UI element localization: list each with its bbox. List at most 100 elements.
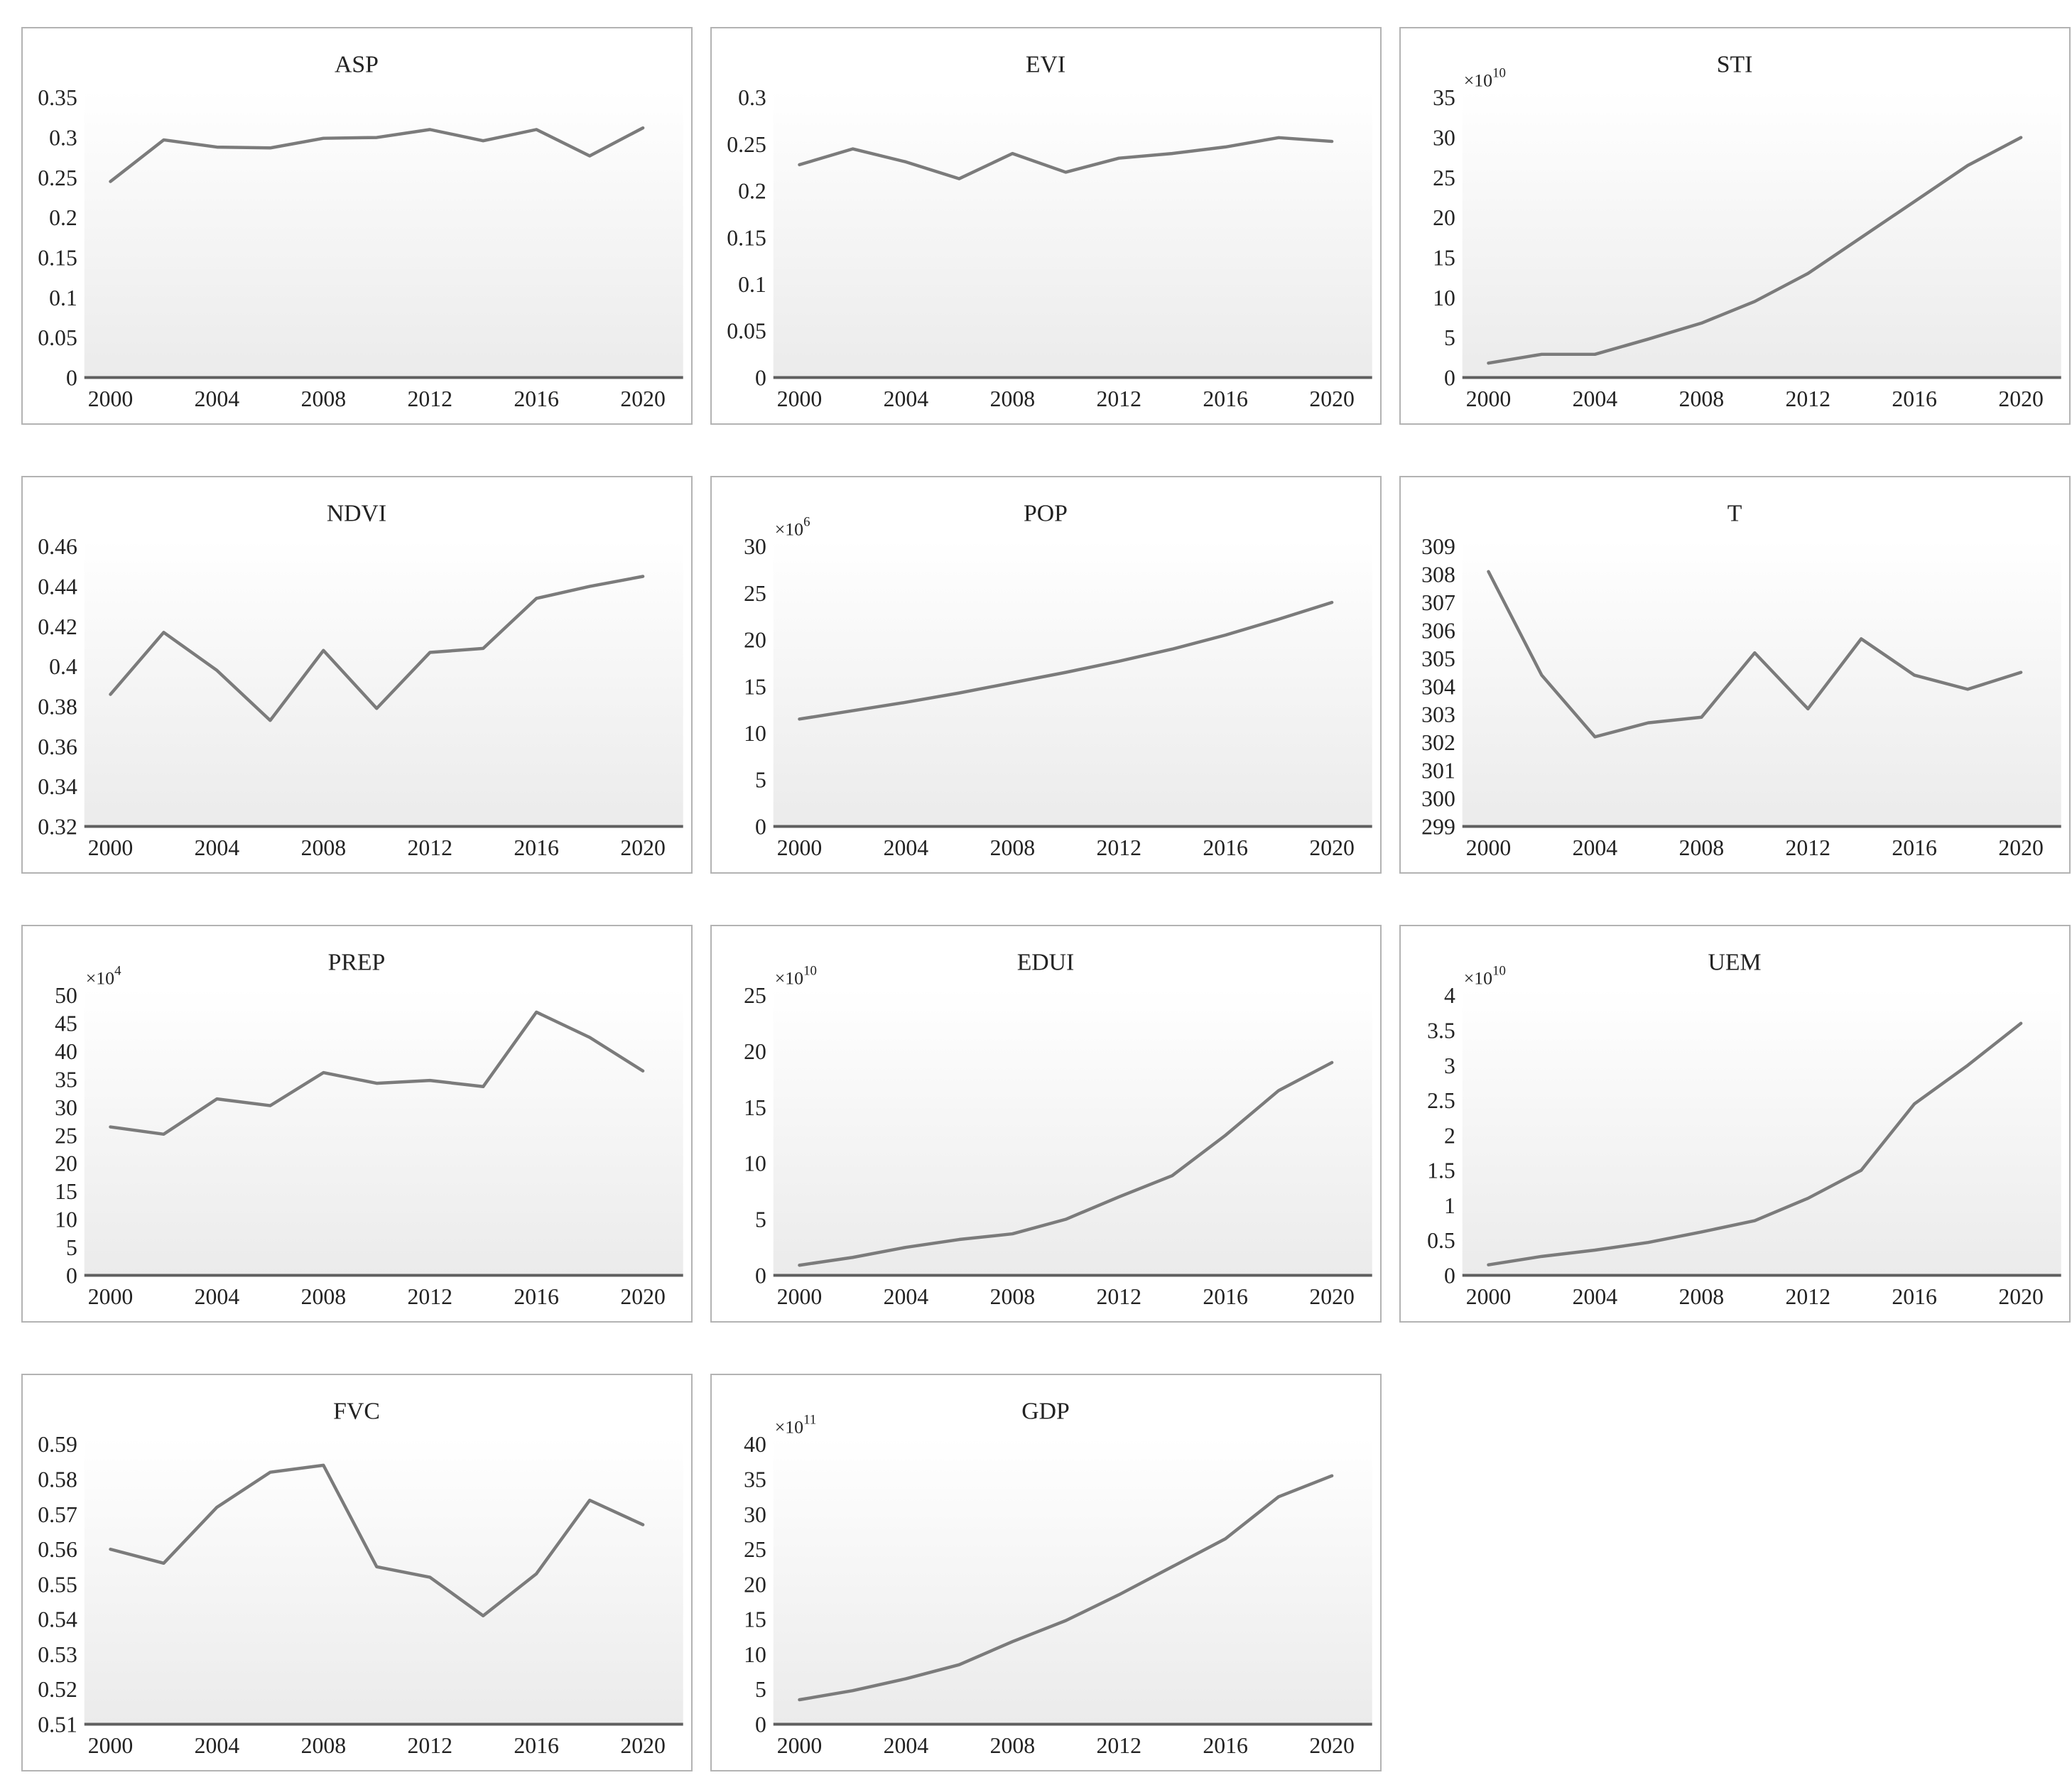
line-chart-uem: UEM 0 0.5 1 1.5 2 2.5 3 3.5 4 ×1010 2000 2004 2008 20… [1427, 950, 2061, 1309]
y-tick-label: 4 [1444, 983, 1455, 1008]
chart-panel-fvc: FVC 0.51 0.52 0.53 0.54 0.55 0.56 0.57 0.58 0.59… [21, 1374, 693, 1771]
x-tick-label: 2008 [301, 1284, 347, 1309]
plot-area [773, 539, 1372, 827]
y-tick-label: 15 [1433, 246, 1455, 271]
axis-scale-label: ×1010 [1464, 66, 1506, 91]
y-tick-label: 0.42 [38, 614, 77, 639]
chart-panel-pop: POP 0 5 10 15 20 25 30 ×106 2000 2004 2008 2012 2016… [710, 476, 1382, 874]
y-tick-label: 0.52 [38, 1677, 77, 1702]
y-tick-label: 15 [55, 1179, 77, 1204]
chart-panel-prep: PREP 0 5 10 15 20 25 30 35 40 45 50 ×104 2000 2004 200… [21, 925, 693, 1323]
y-tick-label: 0.1 [49, 286, 77, 310]
x-tick-label: 2004 [1573, 1284, 1618, 1309]
y-tick-label: 40 [744, 1432, 766, 1457]
y-tick-label: 307 [1421, 590, 1455, 615]
y-tick-label: 0.3 [49, 126, 77, 151]
plot-area [1462, 539, 2061, 827]
data-line [1487, 1021, 2023, 1266]
y-tick-label: 303 [1421, 702, 1455, 727]
y-tick-label: 0.38 [38, 695, 77, 720]
y-tick-label: 306 [1421, 618, 1455, 643]
x-tick-label: 2008 [301, 1733, 347, 1758]
x-tick-label: 2012 [1785, 835, 1830, 860]
plot-group: 0 0.05 0.1 0.15 0.2 0.25 0.3 0.35 2000 2004 2008 20… [38, 85, 683, 411]
plot-group: 0 0.5 1 1.5 2 2.5 3 3.5 4 ×1010 2000 2004 2008 2012 20… [1427, 964, 2061, 1309]
y-tick-label: 45 [55, 1011, 77, 1036]
x-tick-label: 2000 [88, 835, 134, 860]
chart-panel-t: T 299 300 301 302 303 304 305 306 307 308 309 2000 2… [1399, 476, 2071, 874]
x-tick-label: 2008 [301, 835, 347, 860]
y-tick-label: 35 [744, 1467, 766, 1492]
x-tick-label: 2000 [1466, 1284, 1512, 1309]
chart-panel-gdp: GDP 0 5 10 15 20 25 30 35 40 ×1011 2000 2004 2008 201… [710, 1374, 1382, 1771]
y-tick-label: 5 [755, 1208, 766, 1232]
y-tick-label: 2.5 [1427, 1088, 1455, 1113]
y-tick-label: 30 [55, 1095, 77, 1120]
y-tick-label: 0 [66, 365, 77, 390]
x-tick-label: 2004 [195, 1284, 240, 1309]
x-tick-label: 2000 [777, 835, 823, 860]
x-tick-label: 2020 [620, 386, 666, 411]
plot-group: 0 5 10 15 20 25 30 35 40 ×1011 2000 2004 2008 2012 201… [744, 1413, 1372, 1758]
chart-title: POP [1024, 501, 1068, 527]
y-tick-label: 5 [755, 768, 766, 793]
x-tick-label: 2012 [1096, 1284, 1141, 1309]
y-tick-label: 30 [744, 1502, 766, 1527]
y-tick-label: 0 [755, 814, 766, 839]
plot-group: 0 5 10 15 20 25 ×1010 2000 2004 2008 2012 2016 2020 [744, 964, 1372, 1309]
y-tick-label: 0 [755, 365, 766, 390]
y-tick-label: 50 [55, 983, 77, 1008]
x-tick-label: 2000 [1466, 835, 1512, 860]
plot-area [84, 539, 683, 827]
y-tick-label: 20 [744, 1572, 766, 1597]
y-tick-label: 0.32 [38, 814, 77, 839]
x-tick-label: 2008 [990, 835, 1036, 860]
y-tick-label: 0 [1444, 1263, 1455, 1288]
x-tick-label: 2012 [1785, 1284, 1830, 1309]
y-tick-label: 10 [1433, 286, 1455, 310]
y-tick-label: 301 [1421, 759, 1455, 783]
data-line [798, 1060, 1334, 1267]
y-tick-label: 5 [755, 1677, 766, 1702]
data-line [109, 1010, 645, 1136]
chart-title: UEM [1708, 950, 1762, 976]
y-tick-label: 0.15 [38, 246, 77, 271]
x-tick-label: 2004 [195, 835, 240, 860]
chart-title: NDVI [327, 501, 386, 527]
chart-title: GDP [1021, 1399, 1070, 1425]
y-tick-label: 300 [1421, 786, 1455, 811]
chart-panel-edui: EDUI 0 5 10 15 20 25 ×1010 2000 2004 2008 2012 2016… [710, 925, 1382, 1323]
x-tick-label: 2012 [407, 1733, 452, 1758]
x-tick-label: 2020 [1998, 835, 2044, 860]
y-tick-label: 309 [1421, 534, 1455, 559]
line-chart-ndvi: NDVI 0.32 0.34 0.36 0.38 0.4 0.42 0.44 0.46 2000… [38, 501, 683, 860]
x-tick-label: 2012 [1096, 386, 1141, 411]
x-tick-label: 2016 [1203, 1733, 1248, 1758]
x-tick-label: 2020 [620, 1733, 666, 1758]
y-tick-label: 0.55 [38, 1572, 77, 1597]
y-tick-label: 10 [55, 1208, 77, 1232]
x-tick-label: 2008 [301, 386, 347, 411]
x-tick-label: 2020 [1309, 1733, 1355, 1758]
x-tick-label: 2016 [1203, 386, 1248, 411]
plot-area [773, 988, 1372, 1276]
x-tick-label: 2016 [514, 386, 559, 411]
x-tick-label: 2004 [884, 386, 929, 411]
y-tick-label: 40 [55, 1039, 77, 1064]
y-tick-label: 25 [744, 983, 766, 1008]
x-tick-label: 2020 [1998, 386, 2044, 411]
line-chart-sti: STI 0 5 10 15 20 25 30 35 ×1010 2000 2004 2008 2012 2… [1433, 52, 2061, 411]
chart-panel-ndvi: NDVI 0.32 0.34 0.36 0.38 0.4 0.42 0.44 0.46 2000… [21, 476, 693, 874]
y-tick-label: 0.05 [727, 319, 766, 344]
y-tick-label: 25 [744, 1537, 766, 1562]
y-tick-label: 0.51 [38, 1712, 77, 1737]
axis-scale-label: ×1010 [775, 964, 817, 989]
x-tick-label: 2016 [1892, 386, 1937, 411]
y-tick-label: 25 [55, 1123, 77, 1148]
x-tick-label: 2016 [514, 1733, 559, 1758]
chart-panel-asp: ASP 0 0.05 0.1 0.15 0.2 0.25 0.3 0.35 2000 2004 20… [21, 27, 693, 425]
chart-panel-uem: UEM 0 0.5 1 1.5 2 2.5 3 3.5 4 ×1010 2000 2004 2008 20… [1399, 925, 2071, 1323]
y-tick-label: 0 [1444, 365, 1455, 390]
data-line [798, 136, 1334, 180]
